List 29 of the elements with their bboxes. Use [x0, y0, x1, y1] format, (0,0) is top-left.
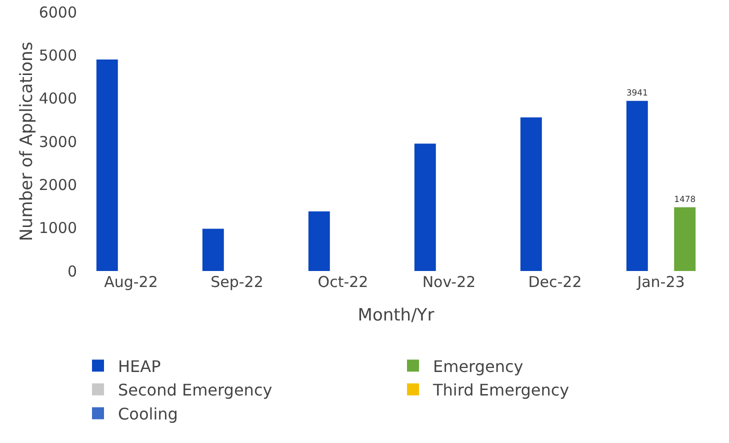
- legend-label: Third Emergency: [432, 380, 570, 400]
- x-tick-label: Nov-22: [422, 273, 476, 291]
- y-tick-label: 2000: [38, 176, 77, 194]
- y-tick-label: 5000: [38, 46, 77, 64]
- legend-label: Second Emergency: [118, 380, 272, 400]
- bar: [308, 211, 330, 271]
- bar: [674, 207, 696, 271]
- x-tick-label: Oct-22: [318, 273, 368, 291]
- y-tick-label: 3000: [38, 132, 77, 151]
- bar: [520, 117, 542, 271]
- x-tick-label: Sep-22: [210, 273, 264, 291]
- x-tick-label: Dec-22: [528, 273, 582, 291]
- bar: [202, 228, 224, 271]
- data-label: 3941: [626, 88, 648, 98]
- x-tick-label: Aug-22: [104, 273, 158, 291]
- x-axis-title: Month/Yr: [358, 305, 434, 326]
- legend-label: Cooling: [118, 404, 178, 424]
- y-tick-label: 0: [67, 262, 77, 280]
- legend-label: Emergency: [433, 356, 524, 376]
- bar: [96, 59, 118, 271]
- y-tick-label: 4000: [38, 90, 77, 108]
- bar: [414, 144, 436, 271]
- y-tick-label: 6000: [38, 3, 77, 22]
- y-tick-label: 1000: [38, 219, 77, 238]
- data-label: 1478: [674, 194, 696, 204]
- x-tick-label: Jan-23: [636, 273, 685, 291]
- legend-label: HEAP: [118, 356, 162, 376]
- y-axis-title: Number of Applications: [16, 42, 37, 242]
- bar: [626, 100, 648, 271]
